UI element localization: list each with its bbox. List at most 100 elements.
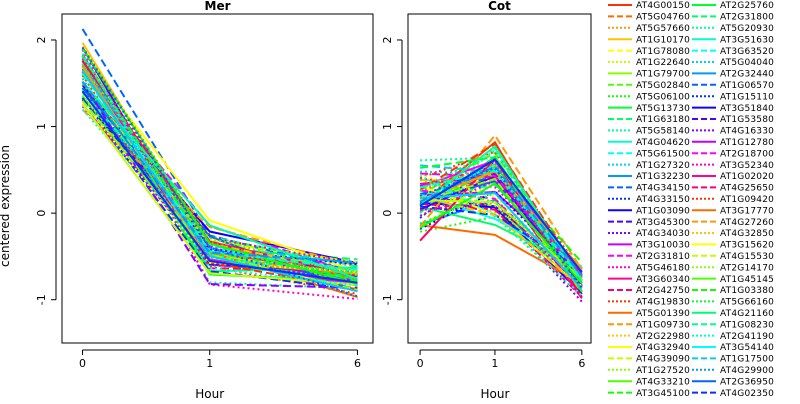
legend-label: AT3G45300 <box>636 218 690 228</box>
series-line <box>419 158 583 274</box>
series-line <box>81 60 358 277</box>
y-tick-label: -1 <box>35 294 48 305</box>
series-line <box>81 87 358 292</box>
series-line <box>419 142 583 279</box>
legend-label: AT4G25650 <box>720 184 774 194</box>
legend-label: AT4G32940 <box>636 343 690 353</box>
y-tick-label: -1 <box>381 294 394 305</box>
legend-label: AT5G61500 <box>636 149 690 159</box>
legend-label: AT1G09420 <box>720 195 774 205</box>
plot-frame <box>61 13 374 344</box>
legend-label: AT1G63180 <box>636 115 690 125</box>
legend-label: AT4G16330 <box>720 127 774 137</box>
x-tick-label: 0 <box>417 357 424 370</box>
legend-label: AT2G22980 <box>636 332 690 342</box>
series-line <box>419 169 583 281</box>
legend-label: AT2G36950 <box>720 377 774 387</box>
legend-label: AT3G60340 <box>636 275 690 285</box>
legend-label: AT2G14170 <box>720 263 774 273</box>
legend-label: AT4G27260 <box>720 218 774 228</box>
legend-label: AT1G32230 <box>636 172 690 182</box>
legend-label: AT4G29900 <box>720 366 774 376</box>
y-axis-label: centered expression <box>0 145 12 267</box>
series-line <box>81 100 358 291</box>
legend-label: AT1G78080 <box>636 47 690 57</box>
legend-label: AT1G15110 <box>720 92 774 102</box>
legend-label: AT1G17500 <box>720 355 774 365</box>
legend-label: AT4G02350 <box>720 389 774 399</box>
series-line <box>81 90 358 284</box>
series-line <box>81 81 358 280</box>
legend-label: AT4G33210 <box>636 377 690 387</box>
legend-label: AT3G17770 <box>720 206 774 216</box>
series-lines <box>419 133 583 303</box>
legend-label: AT5G20930 <box>720 24 774 34</box>
series-line <box>419 182 583 285</box>
legend-label: AT5G57660 <box>636 24 690 34</box>
series-line <box>419 224 583 285</box>
legend-label: AT1G03090 <box>636 206 690 216</box>
series-line <box>81 47 358 298</box>
x-tick-label: 0 <box>79 357 86 370</box>
panel-cot: Cot 0 1 6 Hour 2 1 0 -1 <box>381 0 592 401</box>
legend-label: AT3G10030 <box>636 241 690 251</box>
series-line <box>81 71 358 274</box>
legend-label: AT2G18700 <box>720 149 774 159</box>
legend-label: AT4G33150 <box>636 195 690 205</box>
series-line <box>81 48 358 285</box>
series-line <box>81 108 358 267</box>
series-line <box>81 49 358 301</box>
y-tick-label: 1 <box>381 123 394 130</box>
x-tick-label: 6 <box>354 357 361 370</box>
legend-label: AT5G04040 <box>720 58 774 68</box>
series-line <box>419 166 583 289</box>
legend-label: AT3G15620 <box>720 241 774 251</box>
legend-label: AT1G22640 <box>636 58 690 68</box>
series-line <box>81 65 358 275</box>
legend-label: AT5G13730 <box>636 104 690 114</box>
legend-label: AT1G06570 <box>720 81 774 91</box>
legend-label: AT4G32850 <box>720 229 774 239</box>
legend-label: AT4G04620 <box>636 138 690 148</box>
legend-label: AT2G31810 <box>636 252 690 262</box>
legend-label: AT1G10170 <box>636 35 690 45</box>
panel-title: Cot <box>488 0 511 13</box>
legend-label: AT3G52340 <box>720 161 774 171</box>
series-line <box>419 150 583 273</box>
legend-label: AT4G34030 <box>636 229 690 239</box>
y-tick-label: 1 <box>35 123 48 130</box>
series-line <box>419 156 583 293</box>
legend-label: AT5G01390 <box>636 309 690 319</box>
y-tick-label: 2 <box>35 36 48 43</box>
legend-label: AT5G66160 <box>720 298 774 308</box>
legend-label: AT3G51840 <box>720 104 774 114</box>
legend-label: AT3G54140 <box>720 343 774 353</box>
legend-label: AT1G45145 <box>720 275 774 285</box>
legend-label: AT2G42750 <box>636 286 690 296</box>
panel-title: Mer <box>205 0 231 13</box>
x-tick-label: 1 <box>491 357 498 370</box>
y-tick-label: 0 <box>35 210 48 217</box>
legend-label: AT4G00150 <box>636 1 690 11</box>
series-line <box>420 192 583 290</box>
y-tick-label: 2 <box>381 36 394 43</box>
legend-label: AT2G41190 <box>720 332 774 342</box>
legend-label: AT1G03380 <box>720 286 774 296</box>
legend-label: AT1G08230 <box>720 320 774 330</box>
legend-label: AT3G51630 <box>720 35 774 45</box>
legend-label: AT3G45100 <box>636 389 690 399</box>
legend-label: AT5G06100 <box>636 92 690 102</box>
legend-label: AT4G21160 <box>720 309 774 319</box>
series-line <box>81 105 358 286</box>
x-axis-label: Hour <box>195 387 224 400</box>
legend-label: AT1G79700 <box>636 70 690 80</box>
legend-label: AT5G02840 <box>636 81 690 91</box>
legend-label: AT1G53580 <box>720 115 774 125</box>
legend-label: AT4G34150 <box>636 184 690 194</box>
legend-label: AT1G12780 <box>720 138 774 148</box>
legend-label: AT1G09730 <box>636 320 690 330</box>
series-lines <box>81 28 358 301</box>
